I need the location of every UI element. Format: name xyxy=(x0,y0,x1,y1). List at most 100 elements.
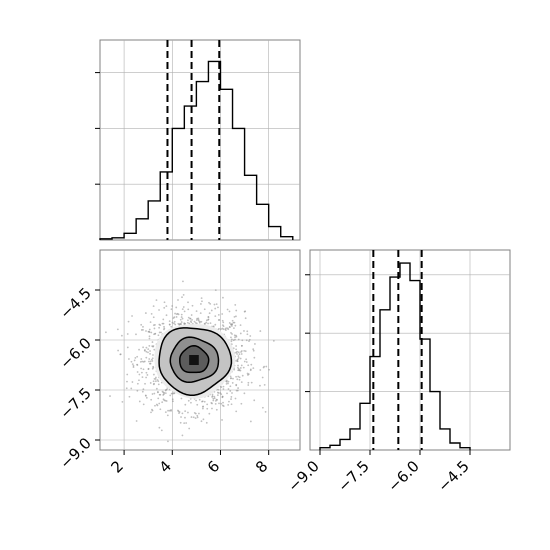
joint-scatter-point xyxy=(236,360,239,363)
joint-scatter-point xyxy=(182,293,185,296)
joint-scatter-point xyxy=(221,319,224,322)
joint-scatter-point xyxy=(148,328,151,331)
joint-scatter-point xyxy=(132,364,135,367)
joint-scatter-point xyxy=(235,309,238,312)
joint-scatter-point xyxy=(132,366,135,369)
joint-scatter-point xyxy=(141,376,144,379)
joint-scatter-point xyxy=(178,411,181,413)
joint-scatter-point xyxy=(250,381,253,384)
joint-scatter-point xyxy=(98,355,100,357)
joint-scatter-point xyxy=(221,313,224,315)
joint-scatter-point xyxy=(233,327,235,329)
joint-scatter-point xyxy=(150,313,153,315)
joint-scatter-point xyxy=(242,366,245,369)
joint-scatter-point xyxy=(174,323,177,326)
joint-scatter-point xyxy=(175,313,178,316)
joint-scatter-point xyxy=(216,394,219,397)
joint-scatter-point xyxy=(126,346,129,349)
joint-scatter-point xyxy=(149,352,151,355)
joint-scatter-point xyxy=(164,399,167,402)
joint-scatter-point xyxy=(208,412,211,415)
joint-scatter-point xyxy=(182,306,185,308)
x-marginal-frame xyxy=(99,39,301,241)
joint-scatter-point xyxy=(245,361,248,363)
joint-scatter-point xyxy=(180,397,183,400)
joint-scatter-point xyxy=(227,382,229,385)
joint-scatter-point xyxy=(208,312,211,315)
joint-scatter-point xyxy=(211,395,214,397)
y-marginal-quantile-lines xyxy=(372,250,423,450)
joint-scatter-point xyxy=(243,349,246,352)
joint-scatter-point xyxy=(120,334,123,337)
joint-scatter-point xyxy=(245,358,248,361)
joint-scatter-point xyxy=(146,374,149,376)
joint-xtick-label: 8 xyxy=(252,457,271,476)
joint-scatter-point xyxy=(159,393,162,396)
joint-scatter-point xyxy=(177,313,180,316)
joint-scatter-point xyxy=(159,408,162,411)
joint-scatter-point xyxy=(151,393,154,395)
joint-scatter-point xyxy=(142,325,144,328)
joint-scatter-point xyxy=(222,388,225,390)
joint-scatter-point xyxy=(172,317,175,320)
joint-scatter-point xyxy=(148,362,151,365)
joint-scatter-point xyxy=(144,349,146,351)
y-marginal-panel: −9.0 −7.5 −6.0 −4.5 xyxy=(284,249,511,496)
joint-scatter-point xyxy=(248,340,250,343)
joint-scatter-point xyxy=(167,440,169,443)
joint-scatter-point xyxy=(183,422,186,425)
joint-scatter-point xyxy=(208,301,210,304)
joint-scatter-point xyxy=(173,320,176,323)
joint-scatter-point xyxy=(148,360,150,363)
joint-scatter-point xyxy=(222,321,225,324)
joint-scatter-point xyxy=(196,317,199,320)
joint-scatter-point xyxy=(127,320,130,323)
joint-scatter-point xyxy=(160,429,163,432)
joint-scatter-point xyxy=(142,368,145,371)
joint-scatter-point xyxy=(167,409,169,412)
joint-scatter-point xyxy=(168,320,171,323)
joint-scatter-point xyxy=(187,319,189,322)
joint-scatter-point xyxy=(135,420,138,422)
joint-scatter-point xyxy=(144,382,146,385)
joint-scatter-point xyxy=(210,309,213,312)
joint-scatter-point xyxy=(150,411,152,414)
joint-scatter-point xyxy=(236,378,239,381)
joint-scatter-point xyxy=(229,385,232,388)
joint-contour-line xyxy=(179,344,210,374)
joint-scatter-point xyxy=(184,322,187,325)
joint-scatter-point xyxy=(262,366,265,369)
joint-scatter-point xyxy=(193,320,196,323)
joint-scatter-point xyxy=(217,313,220,316)
joint-scatter-point xyxy=(158,326,161,329)
joint-scatter-point xyxy=(165,388,167,391)
joint-scatter-point xyxy=(214,289,217,292)
joint-scatter-point xyxy=(109,395,111,397)
joint-scatter-point xyxy=(247,373,250,376)
joint-scatter-point xyxy=(236,358,239,361)
joint-scatter-point xyxy=(230,403,233,406)
joint-scatter-point xyxy=(231,392,233,394)
joint-scatter-point xyxy=(231,382,234,384)
joint-scatter-point xyxy=(207,322,209,325)
joint-scatter-point xyxy=(157,397,160,400)
joint-scatter-point xyxy=(247,381,250,384)
joint-scatter-point xyxy=(202,418,205,421)
joint-scatter-point xyxy=(161,390,164,393)
joint-scatter-point xyxy=(240,364,243,367)
joint-scatter-point xyxy=(238,378,241,381)
joint-scatter-point xyxy=(220,328,222,331)
joint-scatter-point xyxy=(259,384,261,387)
joint-scatter-point xyxy=(237,367,240,370)
joint-scatter-point xyxy=(234,336,236,339)
joint-scatter-point xyxy=(249,420,252,423)
joint-scatter-point xyxy=(164,392,167,395)
joint-scatter-point xyxy=(235,348,238,351)
joint-scatter-point xyxy=(151,357,154,360)
joint-scatter-point xyxy=(155,387,158,390)
joint-scatter-point xyxy=(221,324,224,326)
joint-scatter-point xyxy=(198,398,201,401)
joint-scatter-point xyxy=(163,301,166,304)
joint-contours xyxy=(158,327,233,396)
joint-scatter-point xyxy=(235,410,238,413)
